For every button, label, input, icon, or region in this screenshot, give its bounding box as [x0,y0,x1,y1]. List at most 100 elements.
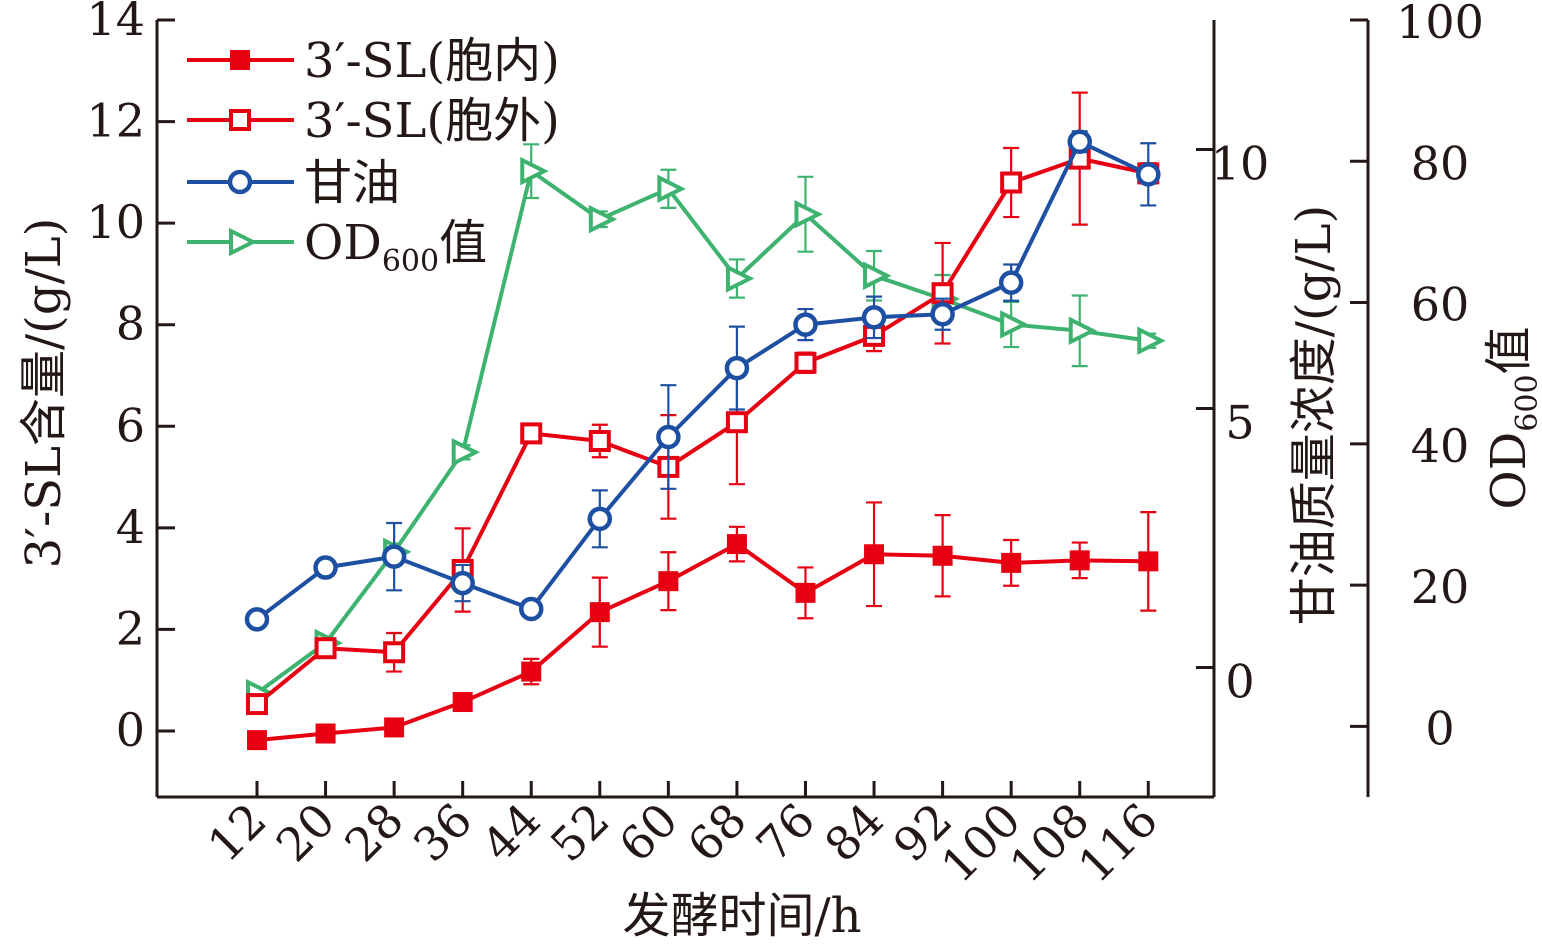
left-y-tick-label: 2 [116,601,145,655]
od-title-sub: 600 [1510,374,1542,431]
data-point [658,571,679,592]
data-point [381,544,407,569]
legend-item: 甘油 [187,155,400,211]
legend-label-main: 3′-SL(胞内) [304,33,560,89]
x-tick-label: 36 [403,793,483,873]
left-axis-title: 3′-SL含量/(g/L) [16,218,72,569]
data-point [587,506,613,532]
legend-marker [227,169,253,195]
left-y-tick-label: 0 [116,703,145,757]
data-point [383,641,406,664]
x-tick-label: 52 [540,793,620,873]
data-point [932,545,953,566]
data-point [657,174,686,204]
legend-marker [229,227,258,257]
legend-label: OD600值 [304,215,487,279]
data-point [864,544,885,565]
series-0 [247,501,1159,751]
data-point [863,261,892,290]
legend-label-main: 3′-SL(胞外) [304,93,560,149]
left-y-tick-label: 4 [116,500,145,554]
x-tick-label: 116 [1068,793,1168,893]
legend-label: 3′-SL(胞内) [304,33,560,89]
legend-label: 3′-SL(胞外) [304,93,560,149]
glycerol-y-tick-label: 0 [1225,655,1254,709]
od-y-tick-label: 20 [1411,560,1470,614]
data-point [244,607,270,632]
x-axis-title: 发酵时间/h [622,888,861,944]
series-line [255,169,1149,695]
legend-label-tail: 值 [439,215,487,271]
legend-label: 甘油 [304,155,400,211]
data-point [452,692,473,713]
glycerol-y-tick-label: 10 [1211,137,1270,191]
data-point [314,637,337,660]
od-y-tick-label: 60 [1411,278,1470,332]
x-tick-label: 44 [471,793,551,873]
od-y-tick-label: 0 [1425,701,1454,755]
legend-label-main: OD [304,215,382,271]
data-point [794,351,817,374]
legend-marker [230,50,250,70]
od-title-tail: 值 [1481,326,1537,374]
series-2 [244,129,1161,632]
series-line [256,542,1149,743]
glycerol-y-tick-label: 5 [1225,396,1254,450]
legend-marker [229,109,251,131]
od-title-main: OD [1481,432,1537,510]
od-y-tick-label: 100 [1396,0,1484,49]
legend-item: 3′-SL(胞内) [187,33,560,89]
od-y-tick-label: 40 [1411,419,1470,473]
data-point [1138,551,1159,572]
data-point [725,411,748,434]
x-tick-label: 76 [746,793,826,873]
data-point [656,424,681,450]
series-3 [246,143,1166,708]
data-point [520,422,543,445]
data-point [589,602,610,623]
data-point [1001,552,1022,573]
plot-area [244,91,1166,751]
data-point [861,305,887,330]
x-tick-label: 68 [677,793,757,873]
ticks [157,18,1368,797]
left-y-tick-label: 14 [86,0,145,46]
data-point [1068,316,1098,346]
data-point [725,264,755,293]
data-point [520,156,549,186]
data-point [315,723,336,744]
data-point [795,582,816,603]
data-point [724,355,750,381]
left-y-tick-label: 12 [86,94,145,148]
od-y-tick-label: 80 [1411,136,1470,190]
right-axis-glycerol-title: 甘油质量浓度/(g/L) [1286,205,1342,625]
right-axis-od-title: OD600值 [1481,326,1542,509]
data-point [246,693,268,716]
data-point [518,596,544,622]
data-point [1069,550,1090,571]
data-point [451,438,481,467]
data-point [1000,310,1029,339]
data-point [313,555,338,580]
data-point [793,312,818,337]
data-point [588,204,618,234]
x-tick-label: 20 [266,793,346,873]
left-y-tick-label: 8 [116,297,145,351]
series-line [255,156,1149,706]
legend-label-sub: 600 [382,244,439,279]
data-point [1136,162,1161,187]
data-point [1000,171,1023,194]
legend-label-main: 甘油 [304,155,400,211]
data-point [450,570,475,596]
data-point [794,200,823,229]
data-point [1067,129,1092,154]
data-point [588,430,611,453]
data-point [384,717,405,738]
data-point [521,661,542,682]
left-y-tick-label: 6 [116,398,145,452]
tick-labels: 0246810121405100204060801001220283644526… [86,0,1483,893]
x-tick-label: 84 [814,793,894,873]
data-point [726,534,747,555]
